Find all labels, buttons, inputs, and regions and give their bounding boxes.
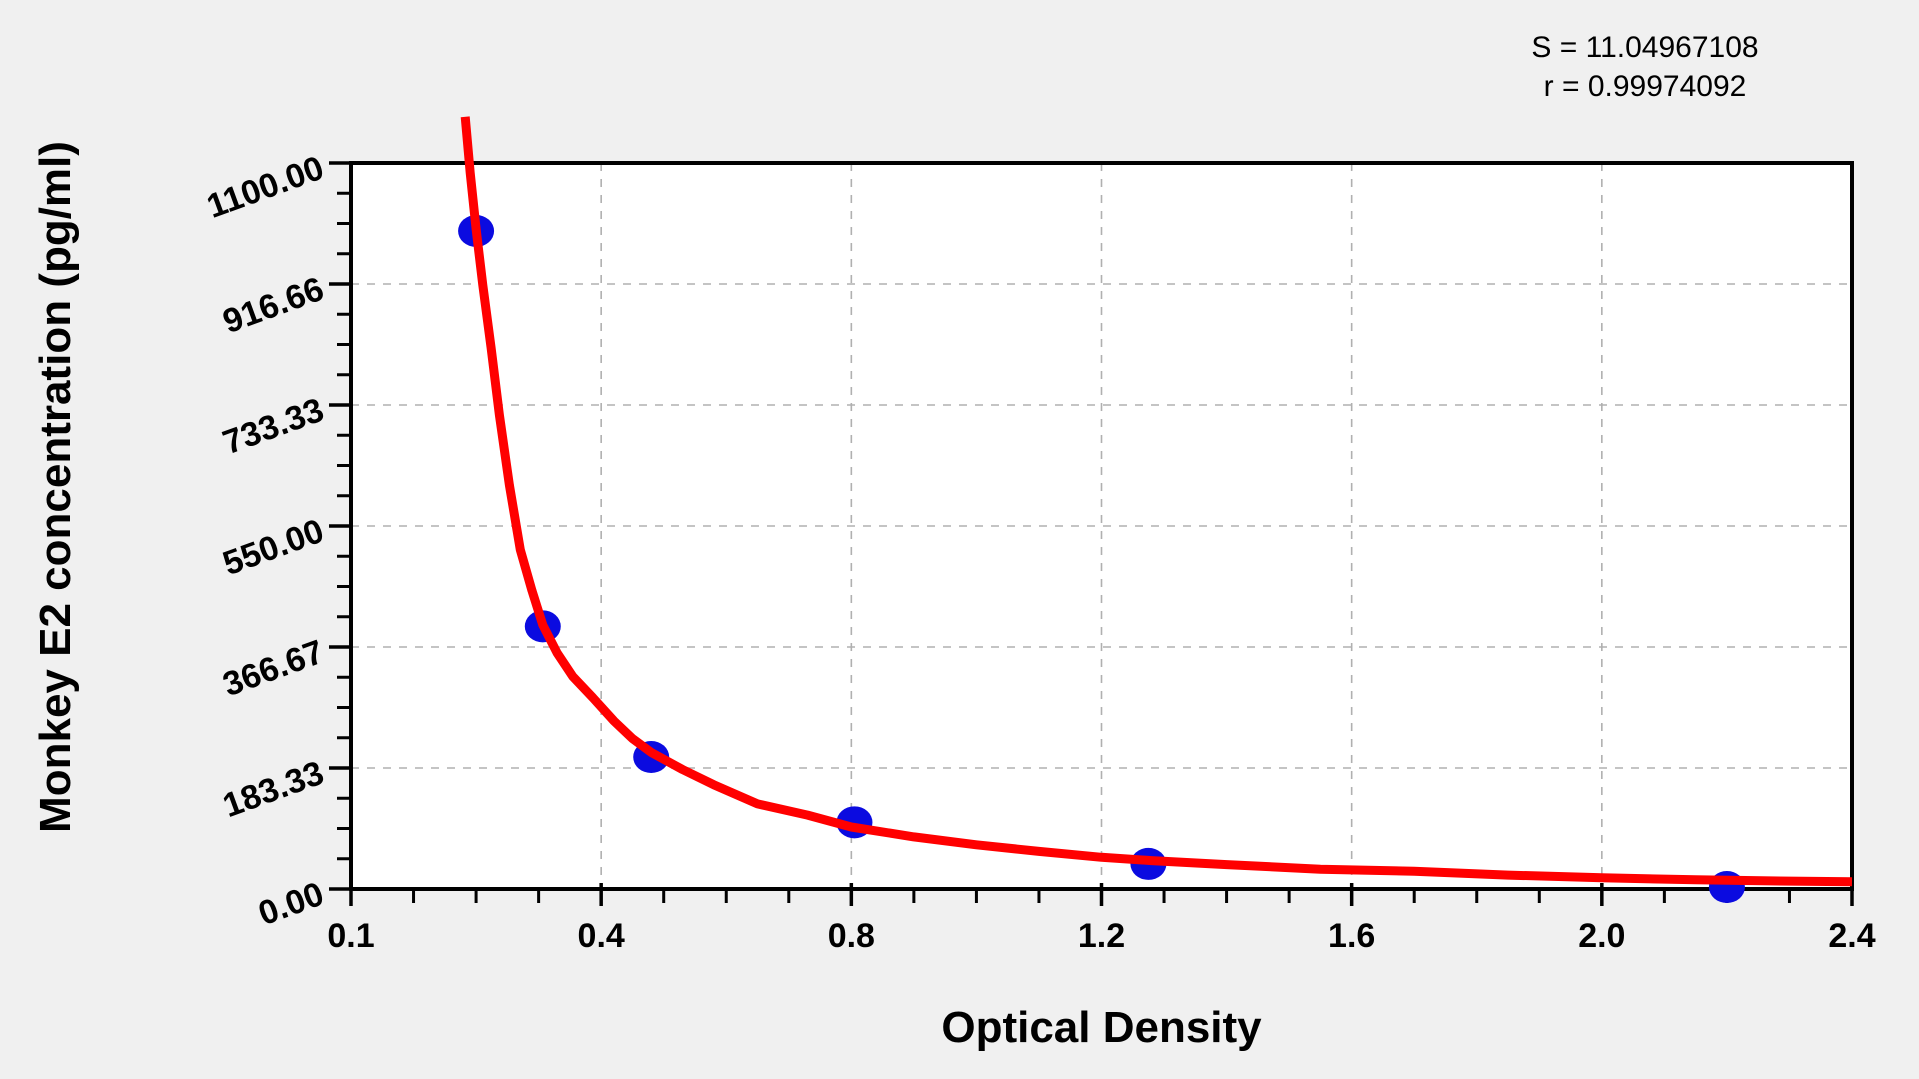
y-tick-label: 550.00: [218, 512, 329, 583]
x-tick-label: 2.0: [1578, 917, 1625, 955]
fit-statistic-s: S = 11.04967108: [1531, 31, 1759, 64]
y-tick-label: 1100.00: [202, 149, 329, 226]
x-tick-label: 2.4: [1828, 917, 1875, 955]
x-tick-label: 0.8: [828, 917, 875, 955]
y-tick-label: 916.66: [218, 270, 329, 341]
y-tick-label: 0.00: [254, 875, 329, 933]
x-tick-label: 1.6: [1328, 917, 1375, 955]
fit-statistics: S = 11.04967108 r = 0.99974092: [1520, 28, 1770, 106]
y-axis-title: Monkey E2 concentration (pg/ml): [31, 141, 80, 833]
plot-frame: [349, 161, 1854, 891]
y-tick-label: 733.33: [218, 391, 329, 462]
fitted-curve-line: [460, 116, 1853, 887]
fit-statistic-r: r = 0.99974092: [1543, 70, 1747, 103]
y-tick-label: 366.67: [218, 633, 329, 704]
x-tick-label: 1.2: [1078, 917, 1125, 955]
x-tick-label: 0.4: [578, 917, 625, 955]
x-axis-title: Optical Density: [941, 1003, 1262, 1052]
y-tick-label: 183.33: [218, 754, 329, 825]
x-tick-label: 0.1: [327, 917, 374, 955]
